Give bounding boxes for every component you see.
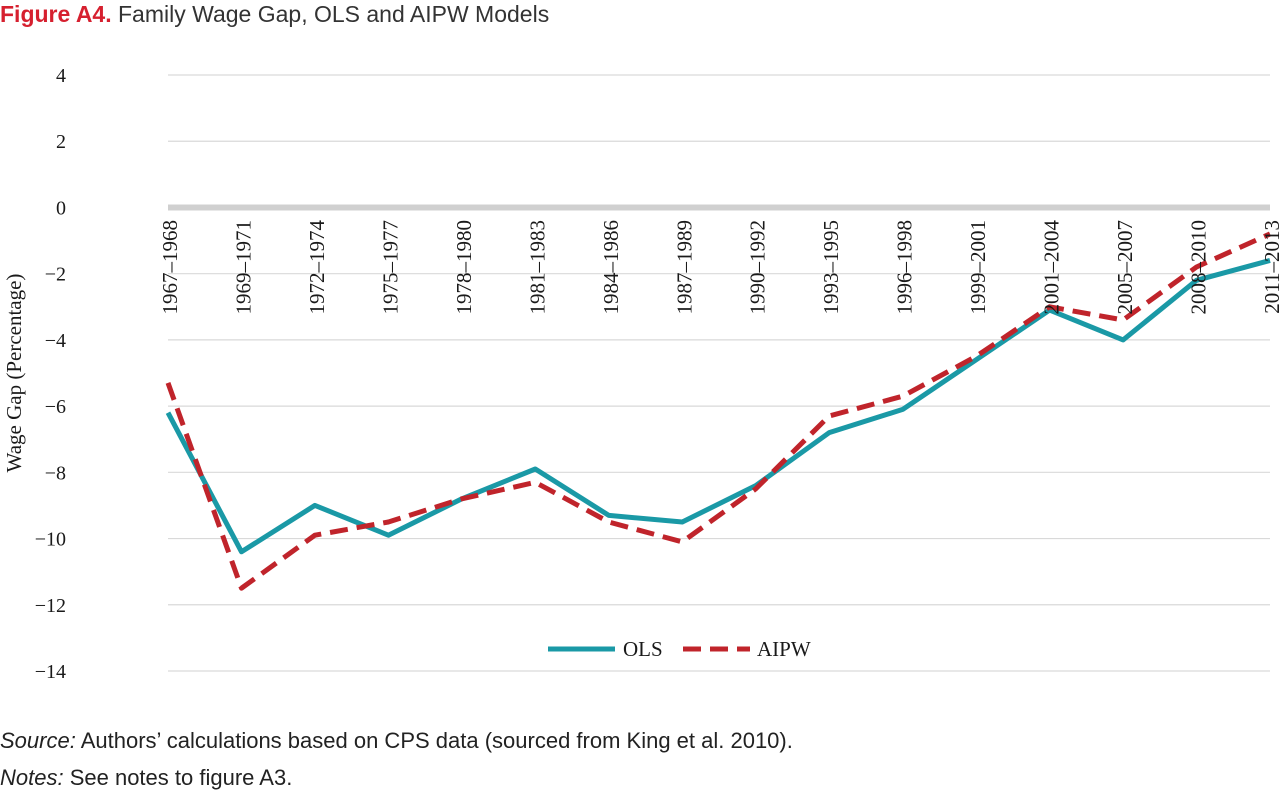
series-line-aipw (165, 231, 1272, 591)
x-tick-label: 2011–2013 (1260, 220, 1280, 314)
legend-label-ols: OLS (623, 637, 663, 661)
y-tick-label: −10 (35, 529, 66, 551)
notes-label: Notes: (0, 765, 64, 790)
x-tick-label: 1975–1977 (378, 220, 402, 315)
x-tick-label: 1978–1980 (452, 220, 476, 315)
x-tick-label: 1993–1995 (819, 220, 843, 315)
x-tick-label: 1990–1992 (746, 220, 770, 315)
x-tick-label: 1972–1974 (305, 220, 329, 315)
source-label: Source: (0, 728, 76, 753)
figure-title: Figure A4. Family Wage Gap, OLS and AIPW… (0, 0, 549, 28)
y-tick-label: −14 (35, 661, 66, 683)
source-note: Source: Authors’ calculations based on C… (0, 728, 793, 754)
y-tick-label: −6 (45, 396, 66, 418)
y-tick-label: 2 (56, 131, 66, 153)
x-tick-label: 1987–1989 (672, 220, 696, 315)
notes-note: Notes: See notes to figure A3. (0, 765, 292, 791)
x-tick-label: 2008–2010 (1187, 220, 1211, 315)
legend-label-aipw: AIPW (757, 637, 811, 661)
x-tick-label: 2005–2007 (1113, 220, 1137, 315)
x-tick-label: 1969–1971 (231, 220, 255, 315)
x-tick-label: 2001–2004 (1040, 220, 1064, 315)
y-tick-label: −8 (45, 462, 66, 484)
x-tick-label: 1984–1986 (599, 220, 623, 315)
notes-text: See notes to figure A3. (63, 765, 293, 790)
figure-name: Family Wage Gap, OLS and AIPW Models (118, 1, 550, 27)
y-tick-label: 0 (56, 197, 66, 219)
x-tick-label: 1999–2001 (966, 220, 990, 315)
x-tick-label: 1981–1983 (525, 220, 549, 315)
x-tick-label: 1996–1998 (893, 220, 917, 315)
y-axis-label: Wage Gap (Percentage) (2, 274, 26, 473)
y-tick-label: −2 (45, 264, 66, 286)
line-chart: 4 2 0 −2 −4 −6 −8 −10 −12 −14 Wage Gap (Percentage… (2, 65, 1280, 683)
y-tick-label: −4 (45, 330, 66, 352)
x-tick-label: 1967–1968 (158, 220, 182, 315)
source-text: Authors’ calculations based on CPS data … (75, 728, 793, 753)
y-tick-label: 4 (56, 65, 66, 87)
y-tick-label: −12 (35, 595, 66, 617)
series-line-ols (165, 257, 1271, 555)
figure-label: Figure A4. (0, 1, 112, 27)
